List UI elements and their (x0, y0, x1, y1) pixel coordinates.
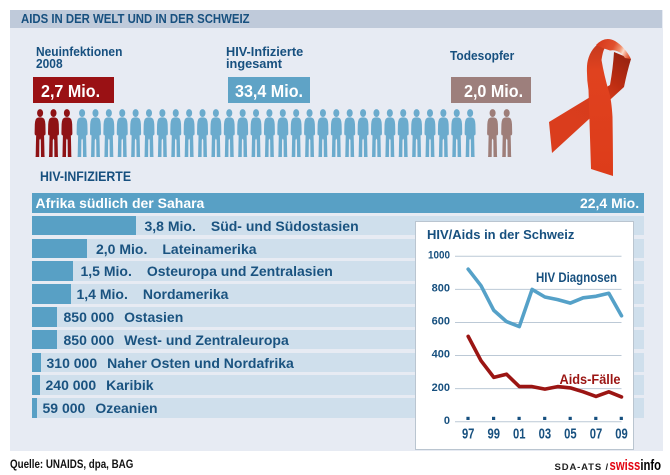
svg-text:Aids-Fälle: Aids-Fälle (560, 372, 621, 387)
svg-text:HIV/Aids in der Schweiz: HIV/Aids in der Schweiz (427, 227, 575, 242)
svg-text:97: 97 (462, 427, 475, 443)
svg-text:0: 0 (444, 415, 450, 427)
svg-text:400: 400 (432, 349, 450, 361)
svg-text:600: 600 (432, 316, 450, 328)
svg-text:1000: 1000 (428, 250, 450, 262)
svg-text:01: 01 (513, 427, 526, 443)
svg-text:03: 03 (539, 427, 552, 443)
svg-text:09: 09 (615, 427, 628, 443)
svg-text:99: 99 (488, 427, 501, 443)
svg-text:200: 200 (432, 382, 450, 394)
svg-text:05: 05 (564, 427, 577, 443)
svg-text:HIV Diagnosen: HIV Diagnosen (536, 270, 617, 285)
svg-text:800: 800 (432, 283, 450, 295)
svg-text:07: 07 (590, 427, 603, 443)
